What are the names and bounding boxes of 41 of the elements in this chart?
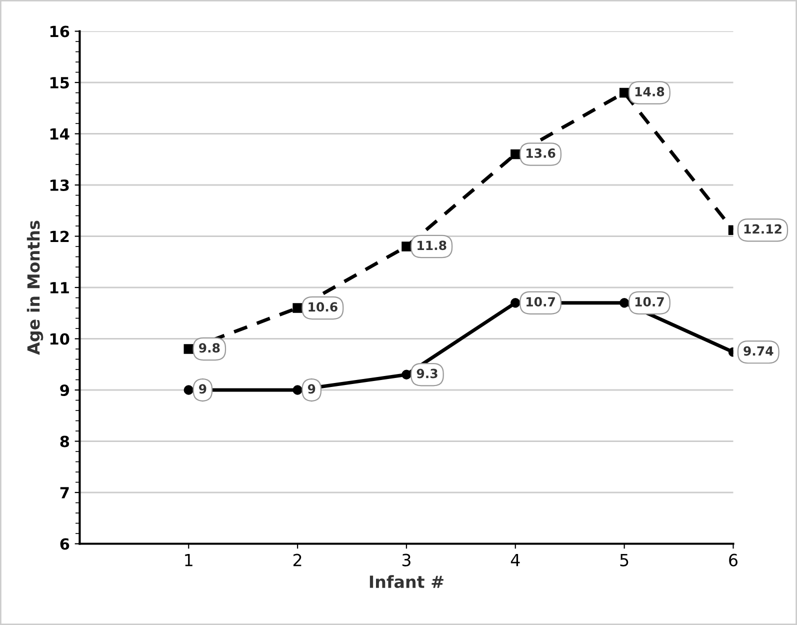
x-tick-label: 6 <box>729 554 738 566</box>
data-label: 10.7 <box>635 297 664 306</box>
y-tick-label: 7 <box>60 487 69 498</box>
y-tick-label: 6 <box>60 538 70 550</box>
data-label: 13.6 <box>526 148 556 158</box>
data-label: 11.8 <box>418 240 446 250</box>
point <box>292 303 302 313</box>
y-tick-label: 14 <box>50 128 70 140</box>
x-tick-label: 5 <box>620 554 628 566</box>
point <box>184 344 194 354</box>
x-tick-label: 3 <box>402 554 410 566</box>
y-tick-label: 16 <box>50 26 70 38</box>
data-label: 9.8 <box>198 343 220 353</box>
point <box>402 242 412 252</box>
y-tick-label: 11 <box>50 282 69 294</box>
data-label: 9 <box>198 384 206 394</box>
x-tick-label: 2 <box>293 554 302 566</box>
y-tick-label: 10 <box>50 333 70 345</box>
data-label: 10.7 <box>526 297 555 306</box>
point <box>510 149 520 160</box>
data-label: 9.74 <box>744 346 774 356</box>
y-tick-label: 9 <box>60 384 69 396</box>
y-tick-label: 12 <box>50 230 69 242</box>
x-axis-title: Infant # <box>370 575 444 588</box>
point <box>184 385 194 395</box>
data-label: 14.8 <box>635 86 664 96</box>
x-tick-label: 4 <box>510 554 520 566</box>
point <box>510 298 520 308</box>
y-tick-label: 15 <box>50 77 69 89</box>
data-label: 12.12 <box>744 224 782 234</box>
point <box>619 88 630 98</box>
point <box>619 298 630 308</box>
data-label: 10.6 <box>308 302 338 312</box>
point <box>402 370 412 380</box>
point <box>292 385 302 395</box>
data-label: 9 <box>308 384 316 394</box>
y-tick-label: 13 <box>50 179 69 192</box>
data-label: 9.3 <box>416 368 438 378</box>
y-tick-label: 8 <box>60 436 70 448</box>
y-axis-title: Age in Months <box>26 220 44 355</box>
x-tick-label: 1 <box>185 554 192 566</box>
